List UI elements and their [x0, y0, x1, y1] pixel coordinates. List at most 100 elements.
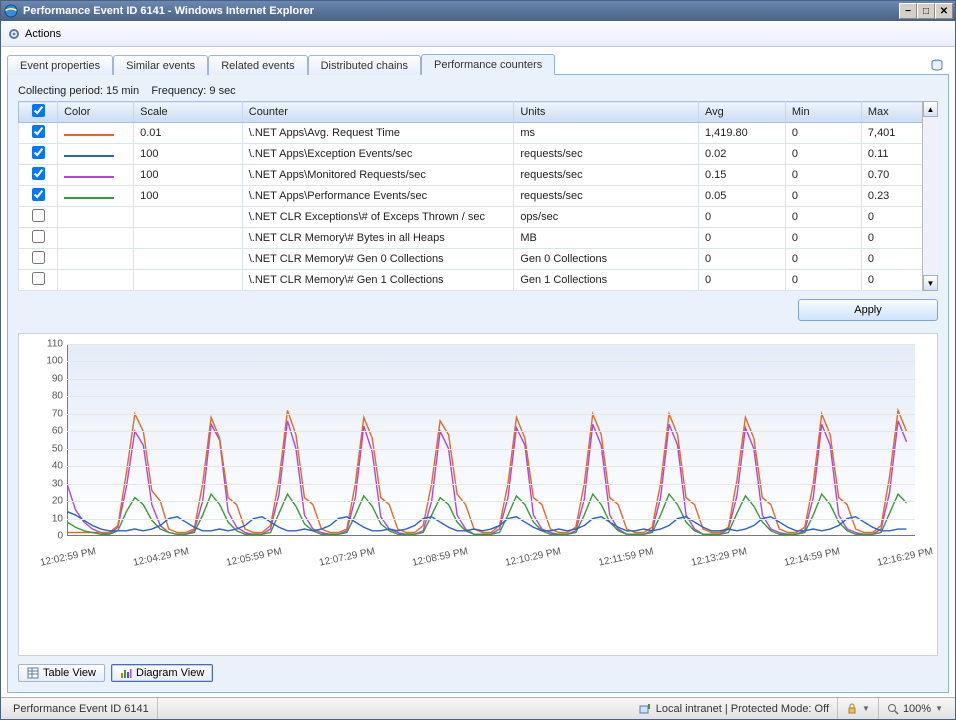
table-icon [27, 667, 39, 679]
series-line [67, 410, 907, 532]
ytick-label: 90 [31, 373, 63, 384]
cell [58, 144, 134, 165]
cell: requests/sec [514, 186, 699, 207]
header-checkbox[interactable] [32, 104, 45, 117]
actions-label[interactable]: Actions [25, 28, 61, 40]
status-security[interactable]: ▼ [838, 698, 879, 719]
row-checkbox[interactable] [32, 188, 45, 201]
chart-card: 0102030405060708090100110 12:02:59 PM12:… [18, 333, 938, 656]
collecting-info: Collecting period: 15 min Frequency: 9 s… [18, 85, 938, 97]
tab-event-properties[interactable]: Event properties [7, 55, 113, 75]
perf-panel: Collecting period: 15 min Frequency: 9 s… [7, 75, 949, 693]
diagram-view-button[interactable]: Diagram View [111, 664, 213, 682]
table-row: \.NET CLR Memory\# Gen 0 CollectionsGen … [19, 249, 938, 270]
diagram-view-label: Diagram View [136, 667, 204, 679]
content: Event propertiesSimilar eventsRelated ev… [1, 47, 955, 697]
table-row: 100\.NET Apps\Monitored Requests/secrequ… [19, 165, 938, 186]
grid-col-Counter[interactable]: Counter [242, 102, 514, 123]
gridline [67, 501, 915, 502]
gear-icon [7, 27, 21, 41]
cell [58, 228, 134, 249]
gridline [67, 379, 915, 380]
gridline [67, 466, 915, 467]
apply-button[interactable]: Apply [798, 299, 938, 321]
apply-row: Apply [18, 299, 938, 321]
table-row: 100\.NET Apps\Exception Events/secreques… [19, 144, 938, 165]
cell: 100 [134, 165, 243, 186]
zoom-text: 100% [903, 703, 931, 715]
color-swatch [64, 155, 114, 157]
grid-col-Units[interactable]: Units [514, 102, 699, 123]
grid-col-Avg[interactable]: Avg [698, 102, 785, 123]
statusbar: Performance Event ID 6141 Local intranet… [1, 697, 955, 719]
scroll-track[interactable] [923, 117, 938, 275]
scroll-down-arrow[interactable]: ▼ [923, 275, 938, 291]
chevron-down-icon: ▼ [935, 704, 943, 713]
gridline [67, 449, 915, 450]
status-zoom[interactable]: 100% ▼ [879, 698, 951, 719]
cell [19, 207, 58, 228]
cell [19, 249, 58, 270]
cell [134, 270, 243, 291]
tab-distributed-chains[interactable]: Distributed chains [308, 55, 421, 75]
collecting-period: Collecting period: 15 min [18, 85, 139, 97]
row-checkbox[interactable] [32, 230, 45, 243]
cell [58, 123, 134, 144]
cell [19, 144, 58, 165]
row-checkbox[interactable] [32, 272, 45, 285]
row-checkbox[interactable] [32, 251, 45, 264]
cell [58, 207, 134, 228]
cell: 0 [698, 207, 785, 228]
minimize-button[interactable]: − [899, 3, 917, 19]
scroll-up-arrow[interactable]: ▲ [923, 101, 938, 117]
tabs: Event propertiesSimilar eventsRelated ev… [7, 51, 949, 75]
chart-xlabels: 12:02:59 PM12:04:29 PM12:05:59 PM12:07:2… [31, 552, 925, 578]
cell: ms [514, 123, 699, 144]
tab-similar-events[interactable]: Similar events [113, 55, 208, 75]
ytick-label: 70 [31, 408, 63, 419]
cell: \.NET CLR Exceptions\# of Exceps Thrown … [242, 207, 514, 228]
gridline [67, 431, 915, 432]
tab-related-events[interactable]: Related events [208, 55, 307, 75]
cell: 0 [785, 123, 861, 144]
barchart-icon [120, 667, 132, 679]
table-row: 100\.NET Apps\Performance Events/secrequ… [19, 186, 938, 207]
grid-col-check[interactable] [19, 102, 58, 123]
zoom-icon [887, 703, 899, 715]
grid-col-Color[interactable]: Color [58, 102, 134, 123]
cell: 0 [785, 270, 861, 291]
database-icon[interactable] [929, 58, 945, 74]
chart-lines [67, 344, 915, 536]
cell: 100 [134, 186, 243, 207]
table-row: \.NET CLR Memory\# Gen 1 CollectionsGen … [19, 270, 938, 291]
row-checkbox[interactable] [32, 125, 45, 138]
cell: Gen 0 Collections [514, 249, 699, 270]
actions-bar: Actions [1, 21, 955, 47]
tab-performance-counters[interactable]: Performance counters [421, 54, 555, 75]
grid-col-Scale[interactable]: Scale [134, 102, 243, 123]
table-view-button[interactable]: Table View [18, 664, 105, 682]
series-line [67, 421, 907, 534]
ytick-label: 60 [31, 426, 63, 437]
grid-col-Min[interactable]: Min [785, 102, 861, 123]
ytick-label: 30 [31, 478, 63, 489]
cell: \.NET CLR Memory\# Gen 0 Collections [242, 249, 514, 270]
gridline [67, 414, 915, 415]
row-checkbox[interactable] [32, 167, 45, 180]
grid-scrollbar[interactable]: ▲ ▼ [922, 101, 938, 291]
color-swatch [64, 176, 114, 178]
ytick-label: 10 [31, 513, 63, 524]
cell [134, 228, 243, 249]
close-button[interactable]: ✕ [935, 3, 953, 19]
cell: \.NET Apps\Exception Events/sec [242, 144, 514, 165]
row-checkbox[interactable] [32, 209, 45, 222]
cell: 0 [698, 228, 785, 249]
gridline [67, 519, 915, 520]
row-checkbox[interactable] [32, 146, 45, 159]
cell [19, 270, 58, 291]
table-view-label: Table View [43, 667, 96, 679]
cell: 0.05 [698, 186, 785, 207]
table-row: \.NET CLR Exceptions\# of Exceps Thrown … [19, 207, 938, 228]
status-zone: Local intranet | Protected Mode: Off [630, 698, 838, 719]
maximize-button[interactable]: □ [917, 3, 935, 19]
